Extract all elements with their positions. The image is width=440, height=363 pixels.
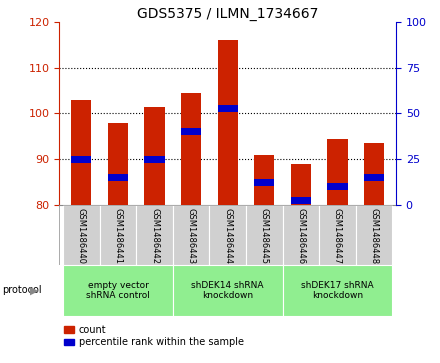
Bar (63, 205, 99, 265)
Bar (254, 155, 275, 205)
Bar (99, 205, 136, 265)
Bar (246, 205, 282, 265)
Bar (364, 143, 384, 205)
Bar (209, 205, 246, 265)
Bar (144, 156, 165, 163)
Title: GDS5375 / ILMN_1734667: GDS5375 / ILMN_1734667 (137, 7, 319, 21)
Bar (181, 93, 201, 205)
Bar (218, 40, 238, 205)
Text: GSM1486446: GSM1486446 (297, 208, 305, 264)
Bar (218, 105, 238, 112)
Bar (282, 205, 319, 265)
Text: GSM1486447: GSM1486447 (333, 208, 342, 264)
Text: shDEK14 shRNA
knockdown: shDEK14 shRNA knockdown (191, 281, 264, 300)
Bar (136, 205, 173, 265)
Bar (108, 123, 128, 205)
Bar (181, 129, 201, 135)
Bar (282, 265, 392, 316)
Bar (291, 164, 311, 205)
Bar (364, 174, 384, 181)
Text: empty vector
shRNA control: empty vector shRNA control (86, 281, 150, 300)
Text: GSM1486443: GSM1486443 (187, 208, 196, 264)
Bar (319, 205, 356, 265)
Bar (63, 265, 173, 316)
Text: GSM1486444: GSM1486444 (223, 208, 232, 264)
Text: shDEK17 shRNA
knockdown: shDEK17 shRNA knockdown (301, 281, 374, 300)
Bar (291, 197, 311, 204)
Bar (356, 205, 392, 265)
Bar (173, 265, 282, 316)
Bar (108, 174, 128, 181)
Legend: count, percentile rank within the sample: count, percentile rank within the sample (60, 321, 248, 351)
Bar (254, 179, 275, 185)
Bar (173, 205, 209, 265)
Bar (327, 183, 348, 190)
Text: GSM1486442: GSM1486442 (150, 208, 159, 264)
Text: protocol: protocol (2, 285, 42, 295)
Bar (327, 139, 348, 205)
Text: GSM1486441: GSM1486441 (114, 208, 122, 264)
Text: ▶: ▶ (30, 285, 38, 295)
Bar (71, 156, 92, 163)
Bar (71, 100, 92, 205)
Text: GSM1486445: GSM1486445 (260, 208, 269, 264)
Text: GSM1486448: GSM1486448 (370, 208, 378, 264)
Text: GSM1486440: GSM1486440 (77, 208, 86, 264)
Bar (144, 107, 165, 205)
